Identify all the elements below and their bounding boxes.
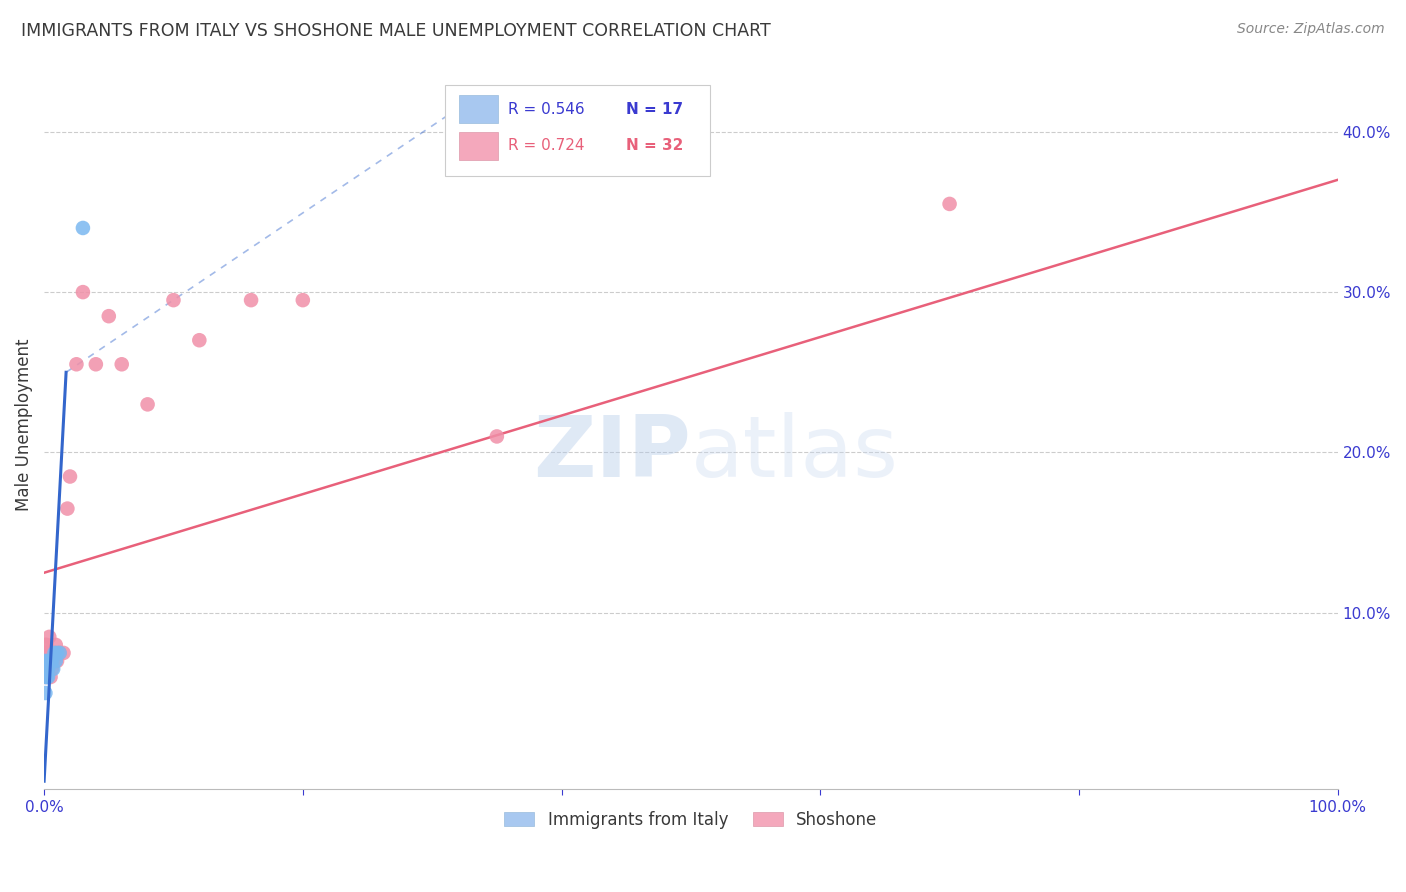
Point: [34, 670, 56, 684]
Point: [35, 638, 58, 652]
Point: [35, 662, 58, 676]
Point: [45, 638, 67, 652]
Text: ZIP: ZIP: [533, 412, 690, 495]
Point: [44, 646, 66, 660]
Point: [38, 630, 60, 644]
Point: [34, 670, 56, 684]
Point: [34, 646, 56, 660]
Point: [46, 646, 69, 660]
Point: [37, 654, 59, 668]
Point: [111, 357, 134, 371]
Point: [34, 654, 56, 668]
Text: IMMIGRANTS FROM ITALY VS SHOSHONE MALE UNEMPLOYMENT CORRELATION CHART: IMMIGRANTS FROM ITALY VS SHOSHONE MALE U…: [21, 22, 770, 40]
Point: [35, 670, 58, 684]
Point: [41, 662, 63, 676]
Text: N = 17: N = 17: [626, 102, 683, 117]
Point: [48, 646, 70, 660]
Point: [48, 646, 70, 660]
Point: [162, 293, 184, 307]
Point: [188, 333, 211, 347]
Point: [34, 654, 56, 668]
Point: [39, 670, 62, 684]
Legend: Immigrants from Italy, Shoshone: Immigrants from Italy, Shoshone: [498, 805, 884, 836]
Point: [97, 309, 120, 323]
Point: [37, 662, 59, 676]
Point: [34, 686, 56, 700]
Point: [56, 501, 79, 516]
Point: [65, 357, 87, 371]
Text: Source: ZipAtlas.com: Source: ZipAtlas.com: [1237, 22, 1385, 37]
Point: [37, 646, 59, 660]
Text: atlas: atlas: [690, 412, 898, 495]
Point: [39, 654, 62, 668]
Point: [38, 654, 60, 668]
FancyBboxPatch shape: [460, 95, 498, 123]
Point: [240, 293, 263, 307]
Point: [41, 654, 63, 668]
Point: [45, 654, 67, 668]
Point: [84, 357, 107, 371]
Point: [938, 197, 960, 211]
Point: [136, 397, 159, 411]
Point: [72, 285, 94, 299]
Point: [46, 654, 69, 668]
Y-axis label: Male Unemployment: Male Unemployment: [15, 338, 32, 510]
FancyBboxPatch shape: [446, 85, 710, 177]
Point: [42, 662, 65, 676]
Point: [485, 429, 508, 443]
Point: [42, 654, 65, 668]
Point: [38, 654, 60, 668]
FancyBboxPatch shape: [460, 132, 498, 160]
Point: [59, 469, 82, 483]
Point: [52, 646, 75, 660]
Point: [34, 638, 56, 652]
Point: [291, 293, 314, 307]
Point: [37, 670, 59, 684]
Point: [72, 221, 94, 235]
Point: [44, 646, 66, 660]
Point: [37, 662, 59, 676]
Text: N = 32: N = 32: [626, 138, 683, 153]
Text: R = 0.724: R = 0.724: [509, 138, 585, 153]
Text: R = 0.546: R = 0.546: [509, 102, 585, 117]
Point: [35, 662, 58, 676]
